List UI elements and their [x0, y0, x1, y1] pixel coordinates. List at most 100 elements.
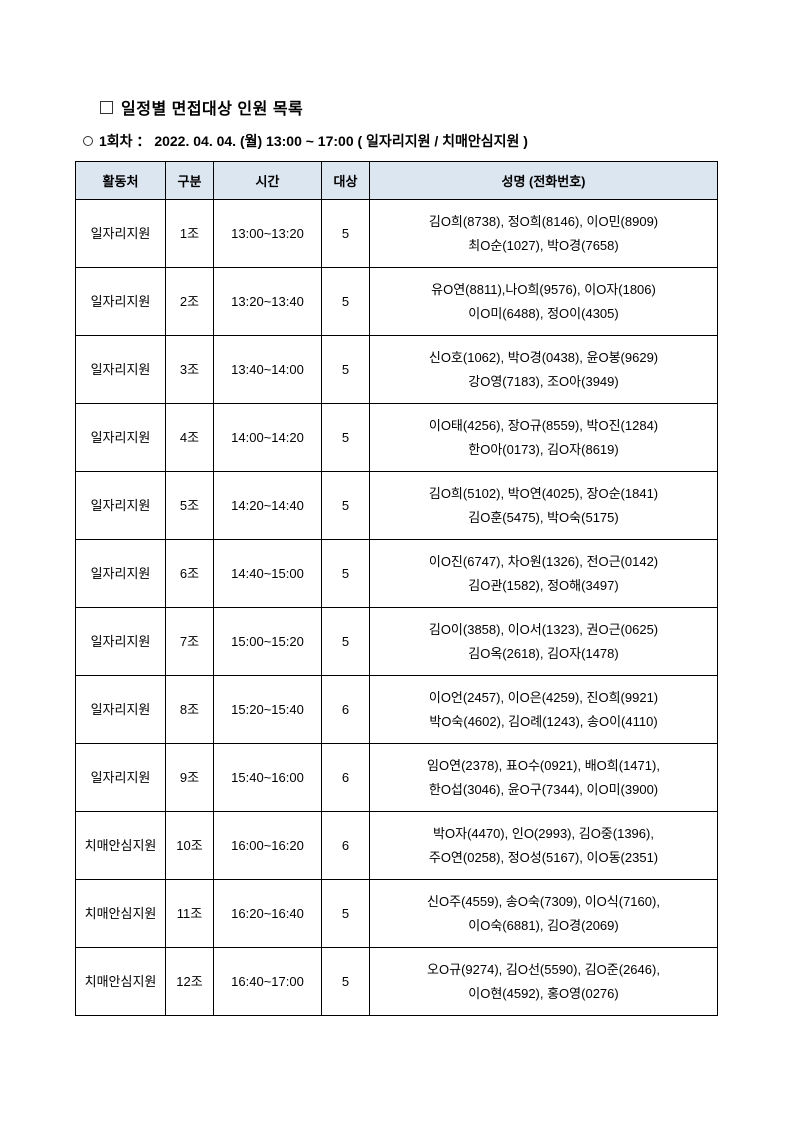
- cell-time: 13:20~13:40: [214, 268, 322, 336]
- names-line2: 김O옥(2618), 김O자(1478): [378, 642, 709, 665]
- cell-count: 5: [322, 472, 370, 540]
- names-line1: 이O진(6747), 차O원(1326), 전O근(0142): [378, 550, 709, 573]
- cell-time: 14:40~15:00: [214, 540, 322, 608]
- names-line1: 신O주(4559), 송O숙(7309), 이O식(7160),: [378, 890, 709, 913]
- cell-location: 치매안심지원: [76, 948, 166, 1016]
- cell-time: 15:00~15:20: [214, 608, 322, 676]
- cell-count: 6: [322, 676, 370, 744]
- cell-names: 김O이(3858), 이O서(1323), 권O근(0625)김O옥(2618)…: [370, 608, 718, 676]
- header-count: 대상: [322, 162, 370, 200]
- cell-time: 16:20~16:40: [214, 880, 322, 948]
- cell-location: 치매안심지원: [76, 812, 166, 880]
- names-line1: 김O희(5102), 박O연(4025), 장O순(1841): [378, 482, 709, 505]
- cell-count: 5: [322, 404, 370, 472]
- cell-location: 일자리지원: [76, 744, 166, 812]
- cell-count: 5: [322, 948, 370, 1016]
- cell-names: 임O연(2378), 표O수(0921), 배O희(1471),한O섭(3046…: [370, 744, 718, 812]
- table-row: 일자리지원7조15:00~15:205김O이(3858), 이O서(1323),…: [76, 608, 718, 676]
- schedule-table: 활동처 구분 시간 대상 성명 (전화번호) 일자리지원1조13:00~13:2…: [75, 161, 718, 1016]
- cell-group: 2조: [166, 268, 214, 336]
- cell-names: 이O진(6747), 차O원(1326), 전O근(0142)김O관(1582)…: [370, 540, 718, 608]
- header-location: 활동처: [76, 162, 166, 200]
- cell-count: 5: [322, 336, 370, 404]
- cell-names: 김O희(8738), 정O희(8146), 이O민(8909)최O순(1027)…: [370, 200, 718, 268]
- names-line1: 유O연(8811),나O희(9576), 이O자(1806): [378, 278, 709, 301]
- cell-group: 4조: [166, 404, 214, 472]
- names-line2: 이O숙(6881), 김O경(2069): [378, 914, 709, 937]
- table-row: 일자리지원3조13:40~14:005신O호(1062), 박O경(0438),…: [76, 336, 718, 404]
- cell-names: 신O주(4559), 송O숙(7309), 이O식(7160),이O숙(6881…: [370, 880, 718, 948]
- cell-group: 11조: [166, 880, 214, 948]
- document-title-row: 일정별 면접대상 인원 목록: [75, 95, 718, 119]
- cell-group: 7조: [166, 608, 214, 676]
- cell-time: 14:20~14:40: [214, 472, 322, 540]
- cell-location: 일자리지원: [76, 540, 166, 608]
- cell-location: 일자리지원: [76, 676, 166, 744]
- cell-location: 일자리지원: [76, 608, 166, 676]
- cell-count: 5: [322, 268, 370, 336]
- names-line1: 이O언(2457), 이O은(4259), 진O희(9921): [378, 686, 709, 709]
- table-row: 일자리지원8조15:20~15:406이O언(2457), 이O은(4259),…: [76, 676, 718, 744]
- cell-names: 이O태(4256), 장O규(8559), 박O진(1284)한O아(0173)…: [370, 404, 718, 472]
- cell-location: 일자리지원: [76, 404, 166, 472]
- document-subtitle: 1회차 ： 2022. 04. 04. (월) 13:00 ~ 17:00 ( …: [99, 131, 528, 151]
- names-line2: 강O영(7183), 조O아(3949): [378, 370, 709, 393]
- names-line1: 박O자(4470), 인O(2993), 김O중(1396),: [378, 822, 709, 845]
- cell-names: 유O연(8811),나O희(9576), 이O자(1806)이O미(6488),…: [370, 268, 718, 336]
- names-line2: 박O숙(4602), 김O례(1243), 송O이(4110): [378, 710, 709, 733]
- cell-names: 이O언(2457), 이O은(4259), 진O희(9921)박O숙(4602)…: [370, 676, 718, 744]
- cell-time: 14:00~14:20: [214, 404, 322, 472]
- names-line2: 최O순(1027), 박O경(7658): [378, 234, 709, 257]
- names-line2: 김O훈(5475), 박O숙(5175): [378, 506, 709, 529]
- names-line2: 한O섭(3046), 윤O구(7344), 이O미(3900): [378, 778, 709, 801]
- names-line2: 이O현(4592), 홍O영(0276): [378, 982, 709, 1005]
- table-row: 일자리지원5조14:20~14:405김O희(5102), 박O연(4025),…: [76, 472, 718, 540]
- names-line1: 김O이(3858), 이O서(1323), 권O근(0625): [378, 618, 709, 641]
- names-line1: 오O규(9274), 김O선(5590), 김O준(2646),: [378, 958, 709, 981]
- cell-group: 3조: [166, 336, 214, 404]
- cell-time: 15:20~15:40: [214, 676, 322, 744]
- cell-location: 일자리지원: [76, 200, 166, 268]
- cell-names: 김O희(5102), 박O연(4025), 장O순(1841)김O훈(5475)…: [370, 472, 718, 540]
- cell-count: 6: [322, 744, 370, 812]
- cell-location: 일자리지원: [76, 472, 166, 540]
- table-row: 치매안심지원12조16:40~17:005오O규(9274), 김O선(5590…: [76, 948, 718, 1016]
- header-group: 구분: [166, 162, 214, 200]
- names-line2: 이O미(6488), 정O이(4305): [378, 302, 709, 325]
- cell-location: 일자리지원: [76, 268, 166, 336]
- names-line1: 이O태(4256), 장O규(8559), 박O진(1284): [378, 414, 709, 437]
- cell-group: 1조: [166, 200, 214, 268]
- names-line1: 임O연(2378), 표O수(0921), 배O희(1471),: [378, 754, 709, 777]
- cell-count: 5: [322, 540, 370, 608]
- cell-group: 12조: [166, 948, 214, 1016]
- table-row: 일자리지원9조15:40~16:006임O연(2378), 표O수(0921),…: [76, 744, 718, 812]
- table-row: 일자리지원6조14:40~15:005이O진(6747), 차O원(1326),…: [76, 540, 718, 608]
- table-row: 치매안심지원11조16:20~16:405신O주(4559), 송O숙(7309…: [76, 880, 718, 948]
- names-line1: 신O호(1062), 박O경(0438), 윤O봉(9629): [378, 346, 709, 369]
- header-names: 성명 (전화번호): [370, 162, 718, 200]
- cell-location: 치매안심지원: [76, 880, 166, 948]
- document-title: 일정별 면접대상 인원 목록: [121, 95, 303, 119]
- names-line2: 주O연(0258), 정O성(5167), 이O동(2351): [378, 846, 709, 869]
- cell-count: 5: [322, 880, 370, 948]
- table-header-row: 활동처 구분 시간 대상 성명 (전화번호): [76, 162, 718, 200]
- cell-group: 6조: [166, 540, 214, 608]
- cell-group: 5조: [166, 472, 214, 540]
- cell-group: 10조: [166, 812, 214, 880]
- cell-time: 16:40~17:00: [214, 948, 322, 1016]
- cell-names: 오O규(9274), 김O선(5590), 김O준(2646),이O현(4592…: [370, 948, 718, 1016]
- names-line2: 김O관(1582), 정O해(3497): [378, 574, 709, 597]
- table-row: 치매안심지원10조16:00~16:206박O자(4470), 인O(2993)…: [76, 812, 718, 880]
- table-row: 일자리지원4조14:00~14:205이O태(4256), 장O규(8559),…: [76, 404, 718, 472]
- cell-names: 박O자(4470), 인O(2993), 김O중(1396),주O연(0258)…: [370, 812, 718, 880]
- cell-names: 신O호(1062), 박O경(0438), 윤O봉(9629)강O영(7183)…: [370, 336, 718, 404]
- cell-time: 13:40~14:00: [214, 336, 322, 404]
- cell-count: 5: [322, 608, 370, 676]
- names-line1: 김O희(8738), 정O희(8146), 이O민(8909): [378, 210, 709, 233]
- cell-time: 15:40~16:00: [214, 744, 322, 812]
- table-row: 일자리지원2조13:20~13:405유O연(8811),나O희(9576), …: [76, 268, 718, 336]
- cell-group: 8조: [166, 676, 214, 744]
- cell-count: 5: [322, 200, 370, 268]
- cell-count: 6: [322, 812, 370, 880]
- square-marker-icon: [100, 101, 113, 114]
